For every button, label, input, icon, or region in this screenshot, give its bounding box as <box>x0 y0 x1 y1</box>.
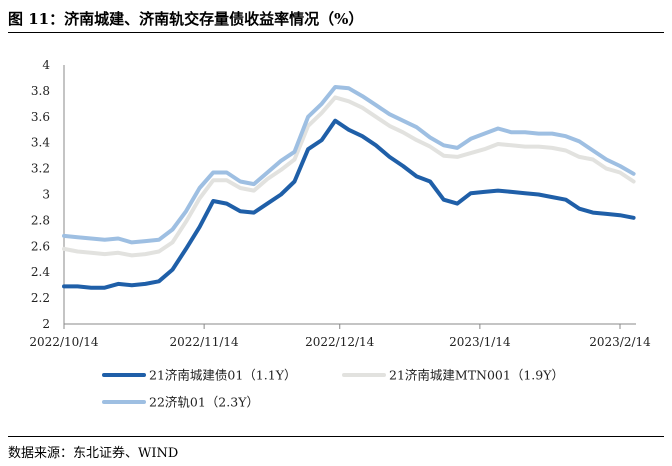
y-tick-label: 3.2 <box>31 162 50 176</box>
y-tick-label: 4 <box>42 58 50 72</box>
y-tick-label: 2.8 <box>31 213 50 227</box>
legend-label: 21济南城建MTN001（1.9Y） <box>389 368 564 383</box>
series-line <box>62 95 636 258</box>
data-source: 数据来源：东北证券、WIND <box>8 446 179 461</box>
series-line <box>62 85 636 245</box>
legend-label: 21济南城建债01（1.1Y） <box>149 368 296 383</box>
x-tick-label: 2022/12/14 <box>305 335 375 349</box>
y-tick-label: 2 <box>42 317 50 331</box>
y-tick-label: 2.6 <box>31 239 50 253</box>
x-tick-label: 2022/11/14 <box>170 335 240 349</box>
y-tick-label: 3.8 <box>31 84 50 98</box>
footer-divider <box>8 436 664 437</box>
x-tick-label: 2023/1/14 <box>449 335 511 349</box>
y-tick-label: 3.4 <box>31 136 50 150</box>
chart-title: 图 11：济南城建、济南轨交存量债收益率情况（%） <box>8 10 364 28</box>
title-divider <box>8 32 664 33</box>
chart-axes: 2 2.2 2.4 2.6 2.8 3 3.2 3.4 3.6 3.8 4 2022/10/14 202… <box>29 58 651 349</box>
y-tick-label: 3.6 <box>31 110 50 124</box>
x-tick-label: 2023/2/14 <box>589 335 651 349</box>
series-line <box>62 118 636 290</box>
y-tick-label: 2.4 <box>31 265 50 279</box>
legend-label: 22济轨01（2.3Y） <box>149 395 259 410</box>
x-tick-label: 2022/10/14 <box>29 335 99 349</box>
y-tick-label: 2.2 <box>31 291 50 305</box>
chart-legend: 21济南城建债01（1.1Y） 21济南城建MTN001（1.9Y） 22济轨01（… <box>102 368 564 410</box>
y-tick-label: 3 <box>42 188 50 202</box>
chart-lines <box>62 85 636 290</box>
